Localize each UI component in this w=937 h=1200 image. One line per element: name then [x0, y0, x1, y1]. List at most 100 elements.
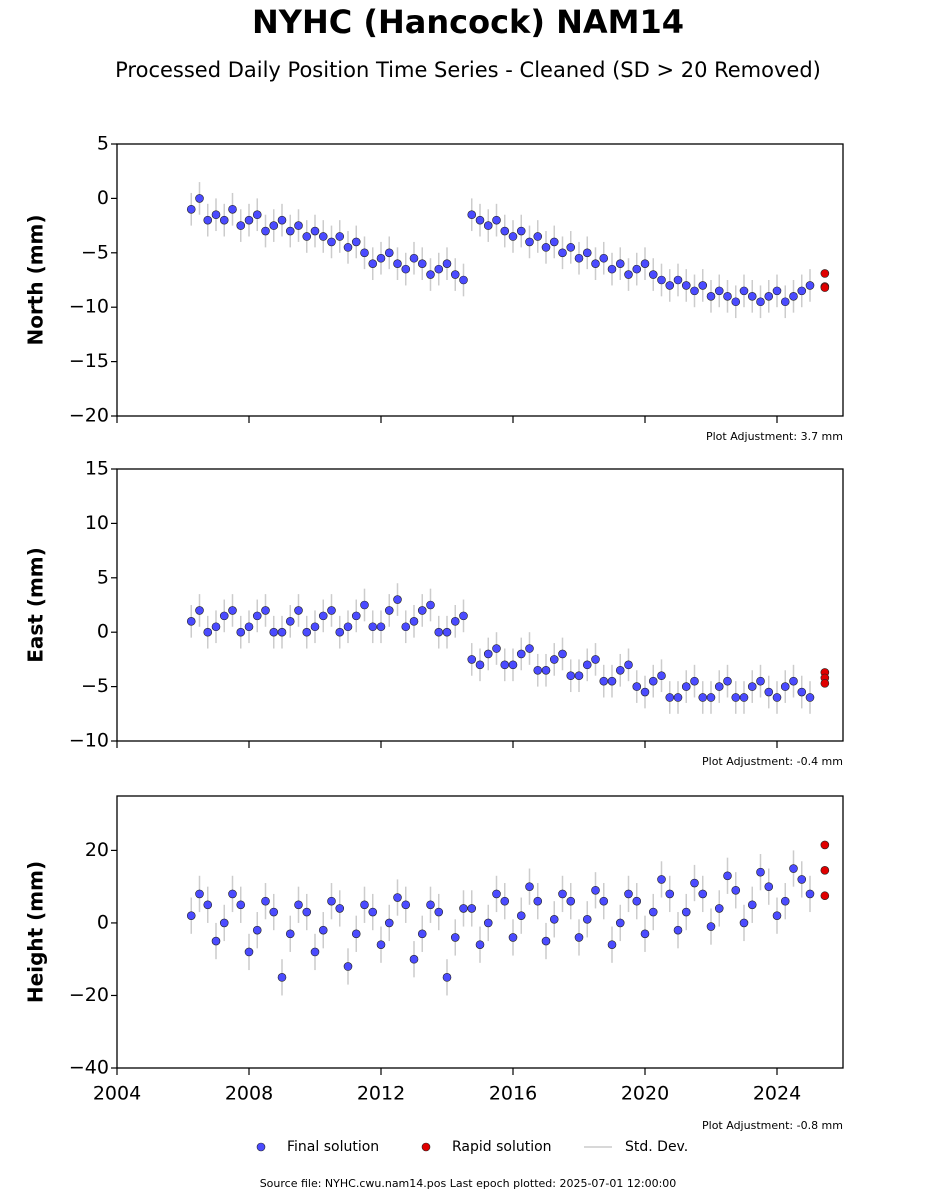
data-point	[401, 622, 411, 632]
data-point	[261, 896, 270, 906]
data-point	[648, 676, 658, 686]
data-point	[797, 875, 807, 884]
data-point	[475, 940, 485, 949]
data-point	[558, 248, 567, 258]
data-point	[756, 867, 765, 877]
data-point	[820, 679, 830, 688]
data-point	[236, 900, 246, 910]
data-point	[706, 292, 716, 301]
data-point	[269, 221, 279, 230]
plot-frame	[116, 468, 844, 742]
data-point	[508, 933, 518, 942]
data-point	[417, 929, 427, 939]
data-point	[665, 281, 675, 290]
y-tick-label: 0	[97, 911, 109, 933]
data-point	[541, 665, 551, 675]
data-point	[820, 840, 830, 850]
data-point	[195, 606, 204, 615]
data-point	[294, 900, 303, 910]
data-point	[318, 611, 328, 621]
data-point	[219, 611, 229, 621]
data-point	[186, 617, 196, 626]
data-point	[393, 259, 402, 268]
data-point	[632, 896, 642, 906]
data-point	[376, 940, 386, 949]
data-point	[747, 292, 757, 301]
data-point	[574, 253, 584, 263]
data-point	[244, 215, 254, 225]
data-point	[615, 259, 625, 268]
data-point	[747, 682, 757, 691]
data-point	[640, 259, 650, 268]
data-point	[186, 204, 196, 214]
legend-label: Final solution	[287, 1139, 379, 1155]
data-point	[558, 649, 567, 659]
data-point	[789, 292, 798, 301]
legend-marker	[256, 1142, 266, 1152]
data-point	[335, 627, 345, 637]
data-point	[624, 889, 633, 899]
x-tick-label: 2008	[225, 1083, 273, 1105]
data-point	[417, 606, 427, 615]
data-point	[360, 600, 369, 610]
data-point	[673, 925, 683, 935]
y-tick-label: 5	[97, 133, 109, 155]
data-point	[525, 644, 534, 653]
y-tick-label: 0	[97, 187, 109, 209]
data-point	[261, 606, 270, 615]
data-point	[219, 918, 229, 928]
y-tick-label: −5	[81, 241, 109, 263]
data-point	[665, 693, 675, 702]
data-point	[706, 693, 716, 702]
data-point	[442, 259, 452, 268]
data-point	[673, 275, 683, 285]
data-point	[343, 962, 353, 971]
data-point	[640, 929, 650, 939]
data-point	[376, 622, 386, 632]
data-point	[731, 297, 741, 307]
data-point	[805, 281, 815, 290]
data-point	[657, 875, 666, 884]
data-point	[764, 292, 774, 301]
data-point	[739, 693, 749, 702]
data-point	[351, 237, 361, 247]
data-point	[706, 922, 716, 931]
data-point	[714, 682, 724, 691]
x-tick-label: 2024	[753, 1083, 801, 1105]
y-tick-label: 10	[85, 512, 109, 534]
data-point	[492, 889, 501, 899]
data-point	[714, 286, 724, 296]
data-point	[632, 264, 642, 274]
data-point	[681, 682, 691, 691]
data-point	[343, 622, 353, 632]
data-point	[393, 893, 402, 902]
data-point	[599, 896, 609, 906]
data-point	[252, 210, 262, 220]
data-point	[508, 660, 518, 670]
y-tick-label: −15	[69, 350, 109, 372]
data-point	[277, 627, 287, 637]
data-point	[285, 929, 295, 939]
data-point	[294, 221, 303, 230]
data-point	[467, 904, 477, 913]
data-point	[459, 275, 468, 285]
data-point	[698, 281, 708, 290]
data-point	[310, 226, 320, 236]
data-point	[681, 281, 691, 290]
legend-label: Rapid solution	[452, 1139, 552, 1155]
data-point	[376, 253, 386, 263]
data-point	[582, 248, 592, 258]
data-point	[723, 292, 732, 301]
data-point	[310, 947, 320, 957]
data-point	[820, 269, 830, 278]
data-point	[368, 907, 378, 917]
data-point	[360, 900, 369, 910]
data-point	[434, 907, 444, 917]
source-note: Source file: NYHC.cwu.nam14.pos Last epo…	[260, 1177, 677, 1190]
data-point	[805, 889, 815, 899]
data-point	[756, 297, 765, 307]
data-point	[508, 232, 518, 241]
data-point	[549, 237, 559, 247]
data-point	[285, 617, 295, 626]
data-point	[195, 889, 204, 899]
